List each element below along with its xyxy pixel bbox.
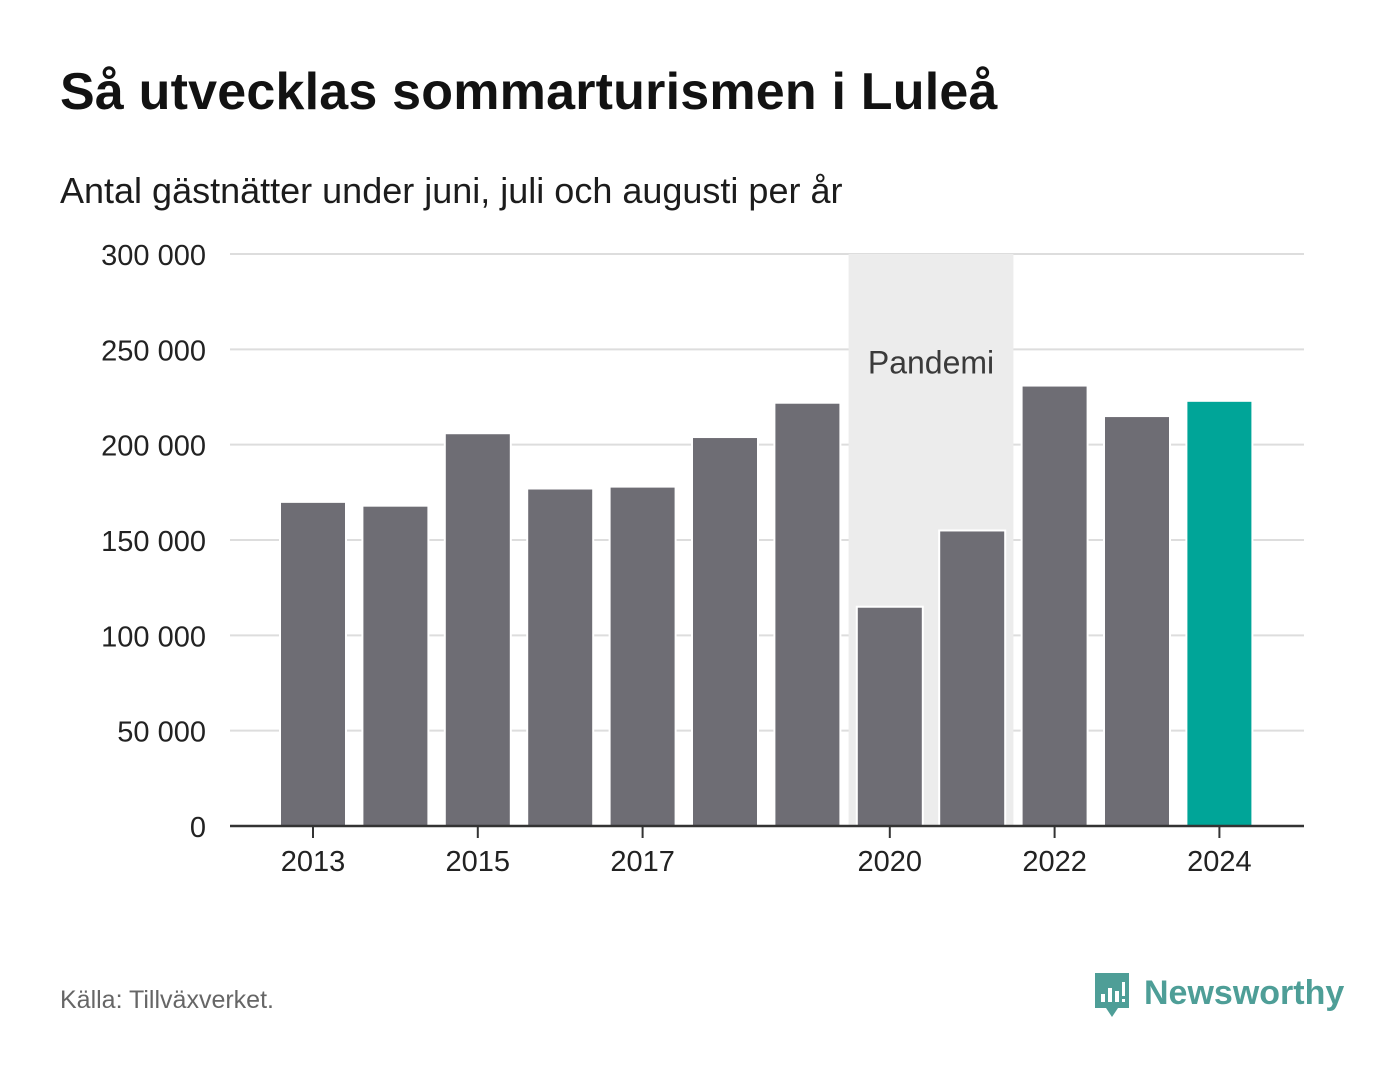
bar-2015 [443, 432, 512, 827]
bar-2023 [1103, 415, 1171, 827]
y-tick-label: 300 000 [101, 240, 206, 272]
x-tick-label: 2024 [1187, 846, 1252, 878]
newsworthy-logo-icon [1095, 973, 1129, 1017]
bar-2016 [526, 487, 595, 827]
bar-2020 [855, 605, 924, 827]
brand-name: Newsworthy [1144, 974, 1345, 1012]
source-note: Källa: Tillväxverket. [60, 986, 274, 1014]
y-tick-label: 100 000 [101, 621, 206, 653]
x-tick-label: 2020 [858, 846, 923, 878]
bar-2021 [938, 529, 1007, 827]
x-tick-label: 2013 [281, 846, 346, 878]
bar-2013 [279, 500, 347, 827]
y-tick-label: 200 000 [101, 431, 206, 463]
bar-2024 [1185, 399, 1254, 827]
x-tick-label: 2022 [1022, 846, 1087, 878]
chart-subtitle: Antal gästnätter under juni, juli och au… [60, 170, 843, 211]
bar-2017 [608, 485, 677, 827]
x-tick-label: 2015 [446, 846, 511, 878]
y-tick-label: 150 000 [101, 526, 206, 558]
y-tick-label: 250 000 [101, 335, 206, 367]
bar-2019 [773, 401, 842, 827]
y-tick-label: 0 [190, 812, 206, 844]
chart-title: Så utvecklas sommarturismen i Luleå [60, 63, 998, 121]
annotation-label: Pandemi [868, 344, 994, 380]
bar-2022 [1020, 384, 1089, 827]
bar-2014 [361, 504, 430, 827]
bar-2018 [691, 436, 759, 827]
y-tick-label: 50 000 [117, 717, 206, 749]
x-tick-label: 2017 [610, 846, 675, 878]
brand-logo[interactable]: Newsworthy [1092, 970, 1344, 1022]
